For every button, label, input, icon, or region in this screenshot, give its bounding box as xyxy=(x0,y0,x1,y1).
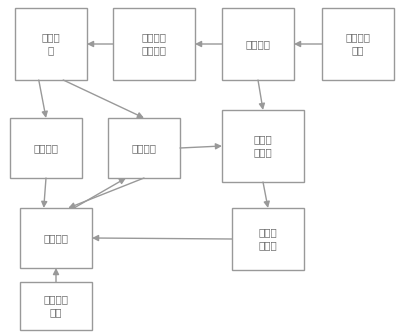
Text: 反馈单元: 反馈单元 xyxy=(131,143,157,153)
Bar xyxy=(113,8,195,80)
Bar xyxy=(108,118,180,178)
Text: 控制单元: 控制单元 xyxy=(44,233,69,243)
Text: 放大单元: 放大单元 xyxy=(33,143,58,153)
Bar xyxy=(232,208,304,270)
Text: 电流检
测单元: 电流检 测单元 xyxy=(259,227,277,251)
Bar xyxy=(20,282,92,330)
Bar xyxy=(222,8,294,80)
Bar xyxy=(222,110,304,182)
Text: 信号接收
单元: 信号接收 单元 xyxy=(346,32,370,56)
Bar xyxy=(15,8,87,80)
Bar xyxy=(10,118,82,178)
Bar xyxy=(20,208,92,268)
Text: 发光单元: 发光单元 xyxy=(246,39,271,49)
Bar xyxy=(322,8,394,80)
Text: 发光功率
检测单元: 发光功率 检测单元 xyxy=(142,32,166,56)
Text: 隔离单
元: 隔离单 元 xyxy=(42,32,60,56)
Text: 温度检测
单元: 温度检测 单元 xyxy=(44,294,69,318)
Text: 电流控
制单元: 电流控 制单元 xyxy=(254,134,273,157)
